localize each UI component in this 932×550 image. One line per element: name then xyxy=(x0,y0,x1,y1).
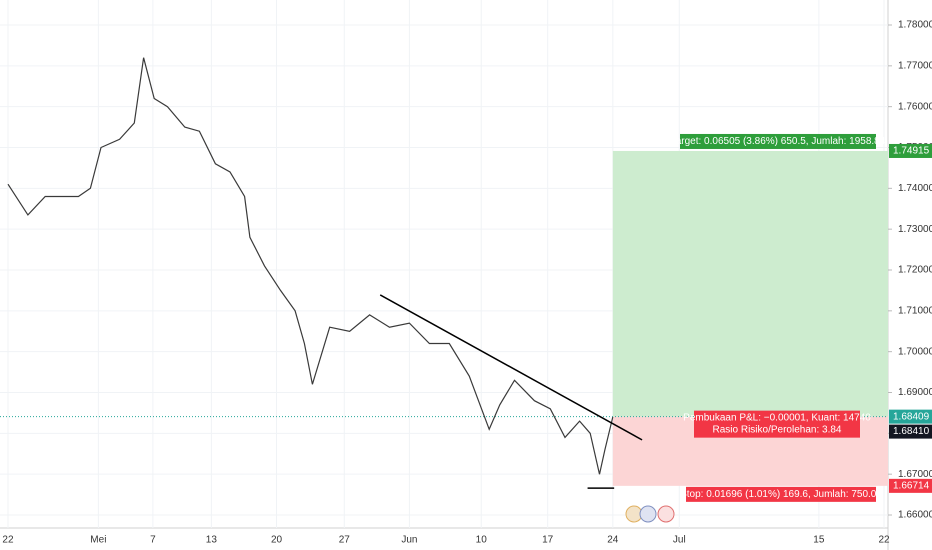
entry-price-bg xyxy=(889,409,932,424)
x-tick-label: 22 xyxy=(878,535,890,546)
y-tick-label: 1.74000 xyxy=(898,183,932,194)
target-price: 1.74915 xyxy=(893,146,930,157)
target-label-bg xyxy=(680,133,876,149)
stop-label: Stop: 0.01696 (1.01%) 169.6, Jumlah: 750… xyxy=(680,489,882,500)
x-tick-label: 17 xyxy=(542,535,554,546)
entry-label: Pembukaan P&L: −0.00001, Kuant: 14740 xyxy=(683,412,871,423)
trend-line xyxy=(379,294,643,441)
stop-price: 1.66714 xyxy=(893,480,930,491)
target-label: Target: 0.06505 (3.86%) 650.5, Jumlah: 1… xyxy=(671,136,886,147)
profit-zone xyxy=(612,150,888,417)
x-tick-label: 10 xyxy=(476,535,488,546)
y-tick-label: 1.69000 xyxy=(898,387,932,398)
x-tick-label: 27 xyxy=(339,535,351,546)
x-tick-label: 13 xyxy=(206,535,218,546)
x-tick-label: 22 xyxy=(2,535,14,546)
y-tick-label: 1.72000 xyxy=(898,265,932,276)
y-tick-label: 1.73000 xyxy=(898,224,932,235)
currency-icons xyxy=(625,505,675,523)
x-tick-label: Jul xyxy=(673,535,686,546)
y-tick-label: 1.77000 xyxy=(898,60,932,71)
last-price-bg xyxy=(889,424,932,439)
x-tick-label: 7 xyxy=(150,535,156,546)
y-tick-label: 1.76000 xyxy=(898,101,932,112)
y-tick-label: 1.67000 xyxy=(898,469,932,480)
x-tick-label: Mei xyxy=(90,535,106,546)
target-price-bg xyxy=(889,143,932,158)
price-line xyxy=(7,57,614,475)
last-price: 1.68410 xyxy=(893,426,930,437)
y-tick-label: 1.71000 xyxy=(898,305,932,316)
x-tick-label: 15 xyxy=(813,535,825,546)
stop-price-bg xyxy=(889,478,932,493)
entry-label-bg xyxy=(694,410,860,438)
y-tick-label: 1.78000 xyxy=(898,20,932,31)
x-tick-label: Jun xyxy=(401,535,417,546)
x-tick-label: 20 xyxy=(271,535,283,546)
x-tick-label: 24 xyxy=(607,535,619,546)
y-tick-label: 1.66000 xyxy=(898,510,932,521)
stop-label-bg xyxy=(686,486,876,502)
ratio-label: Rasio Risiko/Perolehan: 3.84 xyxy=(713,424,842,435)
entry-price: 1.68409 xyxy=(893,411,930,422)
y-tick-label: 1.70000 xyxy=(898,346,932,357)
